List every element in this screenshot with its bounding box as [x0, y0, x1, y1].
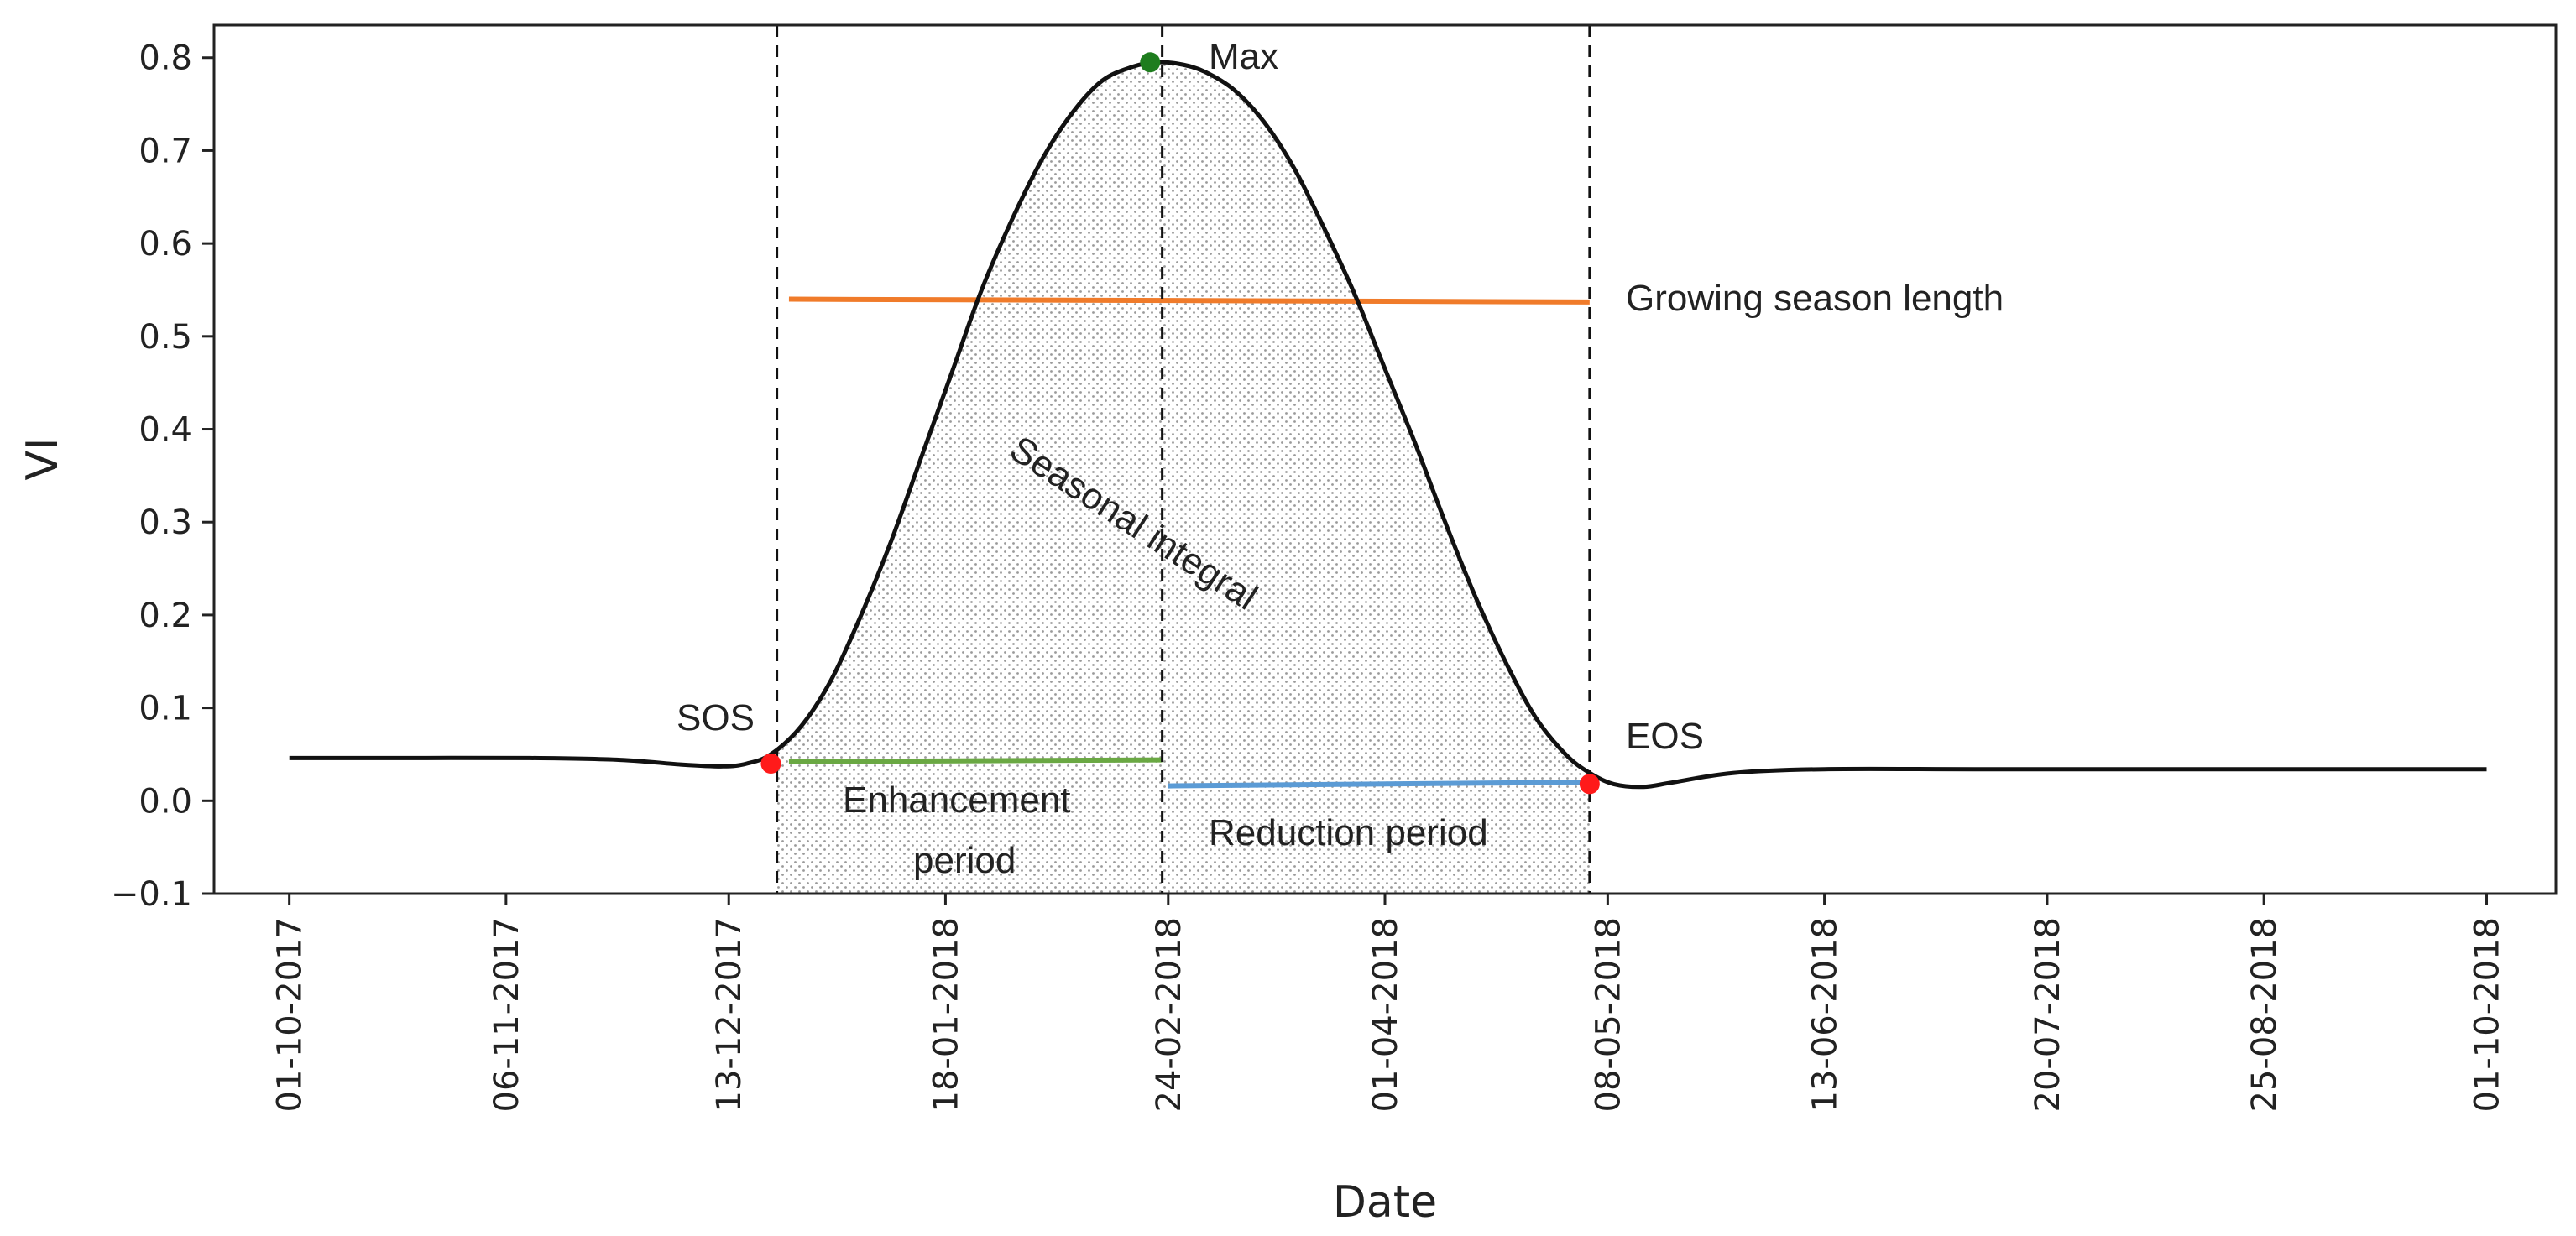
- eos-point: [1579, 774, 1600, 795]
- sos-point: [760, 754, 781, 774]
- label-eos: EOS: [1626, 716, 1704, 757]
- series-line-vi: [289, 60, 2487, 790]
- shaded-region-seasonal-integral: [776, 62, 1590, 894]
- y-tick-label: 0.1: [138, 690, 192, 728]
- segment-growing-season-length: [788, 296, 1590, 305]
- y-tick-label: 0.2: [138, 597, 192, 635]
- label-reduction-period: Reduction period: [1209, 812, 1488, 853]
- y-tick-label: 0.3: [138, 503, 192, 542]
- y-tick-label: 0.0: [138, 782, 192, 821]
- label-sos: SOS: [677, 697, 755, 738]
- segment-enhancement-period: [788, 757, 1163, 764]
- x-tick-label: 18-01-2018: [927, 917, 965, 1112]
- y-axis-title: VI: [18, 438, 68, 481]
- x-axis-title: Date: [1333, 1177, 1437, 1228]
- x-tick-label: 24-02-2018: [1150, 917, 1189, 1112]
- label-enhancement: Enhancement: [843, 780, 1071, 821]
- y-tick-label: 0.8: [138, 39, 192, 78]
- y-tick-label: 0.7: [138, 132, 192, 170]
- y-tick-label: 0.6: [138, 225, 192, 263]
- x-tick-label: 13-06-2018: [1806, 917, 1845, 1112]
- x-tick-label: 01-04-2018: [1366, 917, 1405, 1112]
- label-enhancement-period: period: [913, 840, 1016, 881]
- x-tick-label: 06-11-2017: [488, 917, 526, 1112]
- segment-reduction-period: [1168, 780, 1590, 789]
- x-tick-label: 08-05-2018: [1589, 917, 1628, 1112]
- y-tick-label: 0.4: [138, 411, 192, 450]
- x-tick-label: 01-10-2018: [2469, 917, 2507, 1112]
- label-growing-season-length: Growing season length: [1626, 278, 2004, 319]
- label-max: Max: [1209, 36, 1278, 77]
- x-tick-label: 25-08-2018: [2245, 917, 2284, 1112]
- y-tick-label: −0.1: [111, 875, 192, 914]
- x-tick-label: 13-12-2017: [710, 917, 749, 1112]
- x-tick-label: 20-07-2018: [2029, 917, 2067, 1112]
- max-point: [1140, 52, 1161, 73]
- x-tick-label: 01-10-2017: [271, 917, 310, 1112]
- y-tick-label: 0.5: [138, 318, 192, 357]
